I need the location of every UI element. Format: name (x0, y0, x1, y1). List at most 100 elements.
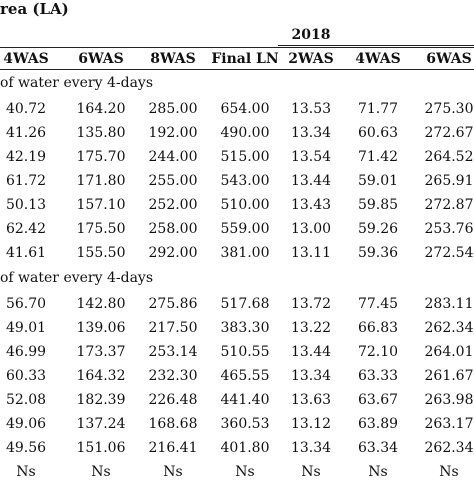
table-cell: 46.99 (5, 344, 47, 360)
table-cell: 272.54 (424, 245, 474, 261)
table-cell: 42.19 (5, 149, 47, 165)
header-bottom-rule (0, 69, 474, 70)
table-row: 41.26 135.80 192.00 490.00 13.34 60.63 2… (0, 121, 474, 145)
table-row: 62.42 175.50 258.00 559.00 13.00 59.26 2… (0, 217, 474, 241)
significance-row: Ns Ns Ns Ns Ns Ns Ns (0, 460, 474, 484)
table-cell: 490.00 (220, 125, 270, 141)
table-cell: 49.56 (5, 440, 47, 456)
section-label: of water every 4-days (0, 270, 154, 286)
table-cell: 50.13 (5, 197, 47, 213)
column-header: 6WAS (78, 51, 124, 67)
table-cell: 216.41 (148, 440, 198, 456)
table-cell: 49.01 (5, 320, 47, 336)
table-cell: 262.34 (424, 320, 474, 336)
table-cell: 71.42 (357, 149, 399, 165)
table-row: 61.72 171.80 255.00 543.00 13.44 59.01 2… (0, 169, 474, 193)
table-cell: 13.11 (290, 245, 332, 261)
table-cell: 360.53 (220, 416, 270, 432)
column-header: 8WAS (150, 51, 196, 67)
table-cell: 171.80 (76, 173, 126, 189)
table-cell: 71.77 (357, 101, 399, 117)
table-cell: 283.11 (424, 296, 474, 312)
table-cell: 49.06 (5, 416, 47, 432)
table-cell: 263.98 (424, 392, 474, 408)
table-cell: 13.00 (290, 221, 332, 237)
table-cell: 258.00 (148, 221, 198, 237)
table-cell: 232.30 (148, 368, 198, 384)
table-cell: 272.87 (424, 197, 474, 213)
table-cell: 168.68 (148, 416, 198, 432)
table-cell: 253.76 (424, 221, 474, 237)
table-row: 40.72 164.20 285.00 654.00 13.53 71.77 2… (0, 97, 474, 121)
table-cell: 13.63 (290, 392, 332, 408)
table-cell: 252.00 (148, 197, 198, 213)
table-cell: 401.80 (220, 440, 270, 456)
table-cell: 263.17 (424, 416, 474, 432)
table-cell: 175.50 (76, 221, 126, 237)
year-underline (278, 45, 474, 46)
table-body: of water every 4-days 40.72 164.20 285.0… (0, 70, 474, 484)
table-title: rea (LA) (0, 0, 69, 18)
table-cell: 517.68 (220, 296, 270, 312)
table-cell: 139.06 (76, 320, 126, 336)
table-cell: 217.50 (148, 320, 198, 336)
year-label: 2018 (291, 27, 331, 43)
table-cell: 59.36 (357, 245, 399, 261)
table-cell: 175.70 (76, 149, 126, 165)
table-cell: 137.24 (76, 416, 126, 432)
table-cell: 72.10 (357, 344, 399, 360)
table-cell: 173.37 (76, 344, 126, 360)
table-row: 50.13 157.10 252.00 510.00 13.43 59.85 2… (0, 193, 474, 217)
table-cell: 275.86 (148, 296, 198, 312)
table-cell: 510.00 (220, 197, 270, 213)
table-cell: 465.55 (220, 368, 270, 384)
table-row: 60.33 164.32 232.30 465.55 13.34 63.33 2… (0, 364, 474, 388)
table-row: 42.19 175.70 244.00 515.00 13.54 71.42 2… (0, 145, 474, 169)
table-cell: 13.43 (290, 197, 332, 213)
table-row: 46.99 173.37 253.14 510.55 13.44 72.10 2… (0, 340, 474, 364)
table-cell: 441.40 (220, 392, 270, 408)
table-cell: 135.80 (76, 125, 126, 141)
table-cell: 157.10 (76, 197, 126, 213)
table-cell: 63.89 (357, 416, 399, 432)
table-cell: 59.26 (357, 221, 399, 237)
table-cell: 77.45 (357, 296, 399, 312)
table-cell: 142.80 (76, 296, 126, 312)
column-header: 2WAS (288, 51, 334, 67)
table-cell: 292.00 (148, 245, 198, 261)
table-cell: 63.34 (357, 440, 399, 456)
table-row: 41.61 155.50 292.00 381.00 13.11 59.36 2… (0, 241, 474, 265)
table-cell: 60.33 (5, 368, 47, 384)
table-cell: 543.00 (220, 173, 270, 189)
table-cell: 383.30 (220, 320, 270, 336)
table-cell: 381.00 (220, 245, 270, 261)
table-cell: 261.67 (424, 368, 474, 384)
table-row: 52.08 182.39 226.48 441.40 13.63 63.67 2… (0, 388, 474, 412)
table-cell: 13.34 (290, 368, 332, 384)
table-cell: 52.08 (5, 392, 47, 408)
column-header: 4WAS (355, 51, 401, 67)
column-header: 6WAS (426, 51, 472, 67)
table-cell: 275.30 (424, 101, 474, 117)
table-cell: 151.06 (76, 440, 126, 456)
header-top-rule (0, 47, 474, 48)
table-row: 49.56 151.06 216.41 401.80 13.34 63.34 2… (0, 436, 474, 460)
table-cell: 41.61 (5, 245, 47, 261)
table-cell: 56.70 (5, 296, 47, 312)
year-header-row: 2018 (0, 24, 474, 46)
table-cell: 226.48 (148, 392, 198, 408)
column-header: 4WAS (3, 51, 49, 67)
table-cell: 13.72 (290, 296, 332, 312)
table-cell: Ns (16, 464, 36, 480)
table-cell: 272.67 (424, 125, 474, 141)
table-cell: 66.83 (357, 320, 399, 336)
table-cell: Ns (439, 464, 459, 480)
table-row: 49.01 139.06 217.50 383.30 13.22 66.83 2… (0, 316, 474, 340)
table-cell: 13.22 (290, 320, 332, 336)
table-cell: 13.34 (290, 125, 332, 141)
table-cell: 244.00 (148, 149, 198, 165)
table-cell: Ns (368, 464, 388, 480)
table-cell: 40.72 (5, 101, 47, 117)
table-row: 56.70 142.80 275.86 517.68 13.72 77.45 2… (0, 292, 474, 316)
table-cell: 515.00 (220, 149, 270, 165)
